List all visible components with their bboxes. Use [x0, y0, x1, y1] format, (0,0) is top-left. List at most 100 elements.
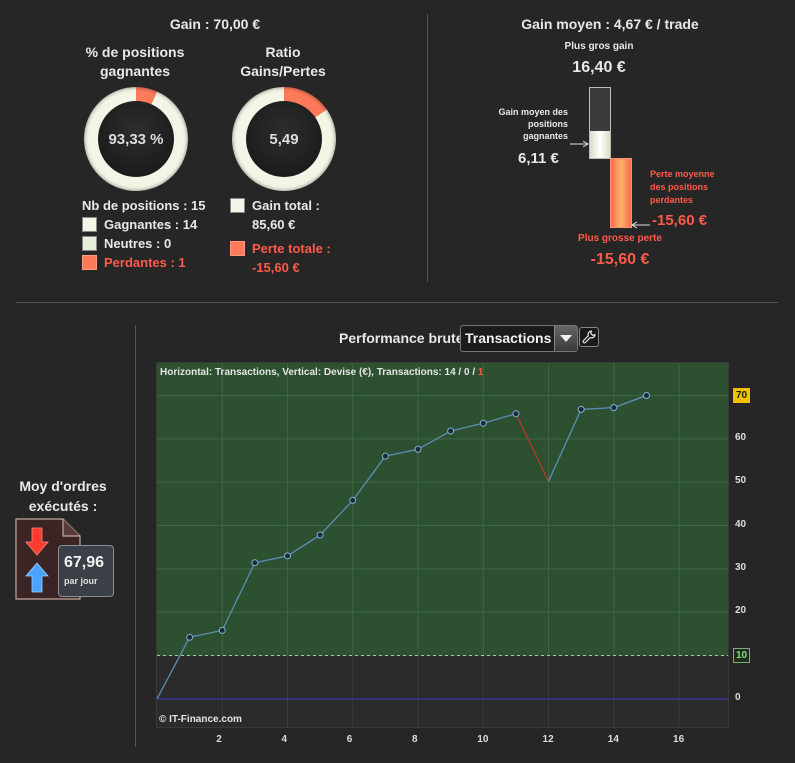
gain-total-label: Gain total : — [252, 198, 320, 213]
gain-total: Gain total : — [230, 198, 320, 213]
gain-segment — [547, 409, 582, 482]
perte-totale: Perte totale : — [230, 241, 331, 256]
y-tick-label: 50 — [735, 475, 747, 487]
biggest-loss-label: Plus grosse perte — [578, 233, 662, 244]
data-point — [610, 404, 618, 412]
y-tick-label: 60 — [735, 431, 747, 443]
x-tick-label: 2 — [216, 734, 222, 745]
performance-chart-svg — [157, 363, 728, 727]
below-threshold-band — [157, 655, 728, 727]
avg-win-label: Gain moyen des positions gagnantes — [496, 106, 568, 142]
avg-loss-label-line3: perdantes — [650, 195, 694, 205]
data-point — [316, 531, 324, 539]
legend-gagnantes: Gagnantes : 14 — [82, 217, 197, 232]
orders-unit: par jour — [64, 576, 98, 586]
gain-segment — [352, 455, 386, 501]
neutres-label: Neutres : 0 — [104, 236, 172, 251]
y-tick-label: 0 — [735, 691, 741, 703]
data-point — [218, 626, 226, 634]
win-pct-donut: 93,33 % — [84, 87, 188, 191]
y-tick-label: 40 — [735, 518, 747, 530]
ratio-value: 5,49 — [246, 101, 322, 177]
perte-totale-label: Perte totale : — [252, 241, 331, 256]
chart-info: Horizontal: Transactions, Vertical: Devi… — [160, 367, 483, 378]
gain-segment — [613, 394, 647, 409]
gain-segment — [254, 555, 288, 564]
data-point — [186, 633, 194, 641]
biggest-gain-label: Plus gros gain — [564, 41, 634, 52]
avg-win-value: 6,11 € — [518, 150, 559, 167]
data-point — [642, 392, 650, 399]
data-point — [284, 552, 292, 560]
avg-win-arrow-icon — [570, 140, 589, 148]
orders-value-box: 67,96 par jour — [58, 545, 114, 597]
gain-segment — [385, 448, 419, 457]
wrench-icon — [582, 330, 596, 344]
x-tick-label: 16 — [673, 734, 685, 745]
avg-win-label-line3: gagnantes — [522, 131, 568, 141]
avg-loss-label-line1: Perte moyenne — [650, 169, 715, 179]
win-pct-title-line2: gagnantes — [99, 63, 170, 79]
ratio-title: Ratio Gains/Pertes — [218, 43, 348, 81]
perdantes-swatch — [82, 255, 97, 270]
y-tick-label: 20 — [735, 605, 747, 617]
x-tick-label: 8 — [412, 734, 418, 745]
gain-segment — [189, 629, 223, 638]
gagnantes-label: Gagnantes : 14 — [104, 217, 198, 232]
avg-loss-value: -15,60 € — [652, 212, 708, 229]
ratio-title-line2: Gains/Pertes — [240, 63, 326, 79]
gain-segment — [417, 430, 451, 450]
gain-total-swatch — [230, 198, 245, 213]
mode-select[interactable]: Transactions — [460, 325, 578, 352]
gain-total-value: 85,60 € — [252, 217, 296, 232]
gain-segment — [581, 406, 614, 411]
settings-button[interactable] — [579, 327, 599, 347]
x-tick-label: 10 — [477, 734, 489, 745]
left-divider — [135, 325, 136, 747]
y-highlight-badge: 10 — [733, 647, 751, 663]
nb-positions: Nb de positions : 15 — [82, 198, 206, 213]
chevron-down-icon[interactable] — [554, 326, 577, 351]
orders-title-line2: exécutés : — [28, 498, 98, 514]
avg-win-label-line2: positions — [528, 119, 568, 129]
top-divider — [427, 14, 428, 282]
y-tick-label: 30 — [735, 561, 747, 573]
x-tick-label: 12 — [542, 734, 554, 745]
win-pct-title: % de positions gagnantes — [60, 43, 210, 81]
avg-loss-label-line2: des positions — [650, 182, 709, 192]
middle-divider — [16, 302, 778, 303]
loss-segment — [515, 413, 550, 482]
gain-segment — [450, 422, 484, 432]
chart-copyright: © IT-Finance.com — [159, 714, 242, 725]
biggest-loss-value: -15,60 € — [590, 251, 650, 268]
win-pct-title-line1: % de positions — [85, 44, 185, 60]
data-point — [349, 496, 357, 504]
data-point — [381, 452, 389, 460]
biggest-gain-value: 16,40 € — [572, 59, 626, 76]
average-title: Gain moyen : 4,67 € / trade — [521, 16, 699, 32]
data-point — [479, 419, 487, 427]
gain-segment — [483, 413, 517, 424]
data-point — [251, 559, 259, 567]
gain-bar — [589, 87, 611, 159]
loss-bar — [610, 158, 632, 228]
legend-perdantes: Perdantes : 1 — [82, 255, 186, 270]
y-highlight-badge: 70 — [733, 387, 751, 403]
gain-title: Gain : 70,00 € — [169, 16, 261, 32]
win-pct-value: 93,33 % — [98, 101, 174, 177]
data-point — [577, 405, 585, 413]
chart-info-text: Horizontal: Transactions, Vertical: Devi… — [160, 367, 478, 378]
neutres-swatch — [82, 236, 97, 251]
avg-loss-arrow-icon — [631, 221, 650, 229]
ratio-donut: 5,49 — [232, 87, 336, 191]
orders-title: Moy d'ordres exécutés : — [8, 476, 118, 516]
performance-chart: Horizontal: Transactions, Vertical: Devi… — [156, 362, 729, 728]
x-tick-label: 14 — [607, 734, 619, 745]
gain-segment — [319, 499, 354, 536]
legend-neutres: Neutres : 0 — [82, 236, 171, 251]
data-point — [447, 427, 455, 435]
avg-loss-label: Perte moyenne des positions perdantes — [650, 168, 720, 207]
gain-segment — [287, 534, 321, 557]
avg-win-label-line1: Gain moyen des — [498, 107, 568, 117]
performance-title: Performance brute — [339, 330, 464, 346]
